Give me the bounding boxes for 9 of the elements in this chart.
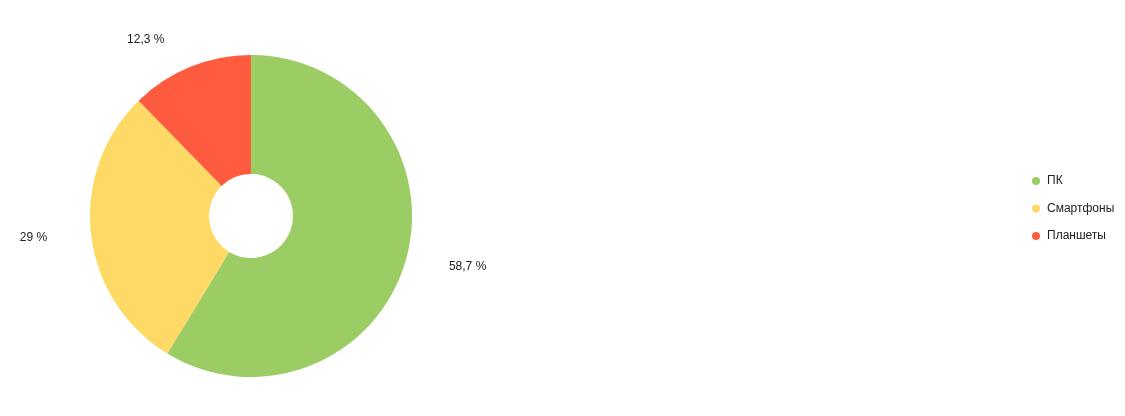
legend-label: Планшеты xyxy=(1047,228,1106,243)
donut-slice xyxy=(90,100,230,354)
legend-label: ПК xyxy=(1047,173,1063,188)
data-label: 12,3 % xyxy=(127,32,165,47)
data-label: 29 % xyxy=(19,229,48,244)
data-label: 58,7 % xyxy=(448,259,487,274)
legend-label: Смартфоны xyxy=(1047,200,1115,215)
donut-slice xyxy=(167,55,412,377)
donut-slice xyxy=(138,55,251,186)
